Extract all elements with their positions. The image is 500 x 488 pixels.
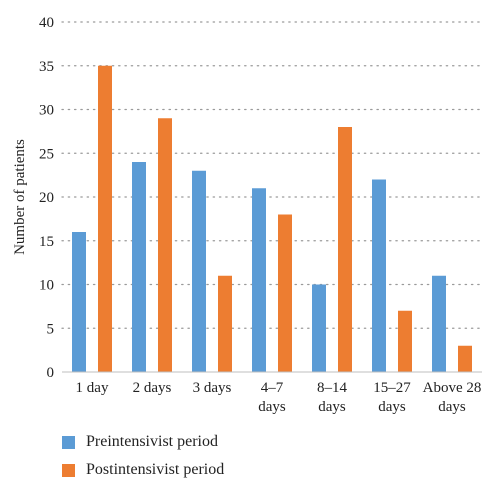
x-tick-label: Above 28 days — [423, 380, 482, 415]
bar-preintensivist-6 — [432, 275, 446, 372]
x-tick-label: 3 days — [193, 380, 232, 396]
legend-swatch-postintensivist — [62, 463, 75, 477]
bar-postintensivist-2 — [218, 275, 232, 372]
bar-preintensivist-2 — [192, 170, 206, 372]
x-tick-label: 2 days — [133, 380, 172, 396]
bar-postintensivist-3 — [278, 214, 292, 372]
x-tick-label: 1 day — [76, 380, 109, 396]
legend-item-preintensivist: Preintensivist period — [62, 428, 224, 456]
x-tick-label: 15–27 days — [373, 380, 411, 415]
bar-postintensivist-6 — [458, 345, 472, 372]
bar-preintensivist-4 — [312, 284, 326, 372]
bar-preintensivist-3 — [252, 188, 266, 372]
bar-postintensivist-0 — [98, 65, 112, 372]
y-tick-label: 40 — [39, 15, 54, 31]
bar-preintensivist-1 — [132, 162, 146, 372]
y-axis-label: Number of patients — [12, 139, 28, 255]
y-tick-label: 10 — [39, 278, 54, 294]
bar-postintensivist-1 — [158, 118, 172, 372]
legend-item-postintensivist: Postintensivist period — [62, 456, 224, 484]
bar-postintensivist-4 — [338, 127, 352, 372]
legend-swatch-preintensivist — [62, 435, 75, 449]
x-axis-ticks: 1 day 2 days 3 days 4–7 days 8–14 days 15–27 day… — [76, 380, 482, 415]
bars — [72, 65, 472, 372]
y-tick-label: 15 — [39, 234, 54, 250]
y-tick-label: 25 — [39, 146, 54, 162]
bar-preintensivist-5 — [372, 179, 386, 372]
gridlines — [61, 21, 483, 329]
x-tick-label: 8–14 days — [317, 380, 348, 415]
bar-chart: 0 5 10 15 20 25 30 35 40 1 day 2 days 3 days 4–7 day… — [12, 15, 483, 415]
legend-label-preintensivist: Preintensivist period — [86, 433, 218, 450]
y-tick-label: 35 — [39, 59, 54, 75]
y-tick-label: 20 — [39, 190, 54, 206]
y-tick-label: 5 — [47, 321, 55, 337]
bar-postintensivist-5 — [398, 310, 412, 372]
y-tick-label: 30 — [39, 103, 54, 119]
bar-preintensivist-0 — [72, 232, 86, 372]
legend: Preintensivist period Postintensivist pe… — [62, 428, 224, 484]
x-tick-label: 4–7 days — [258, 380, 286, 415]
y-axis-ticks: 0 5 10 15 20 25 30 35 40 — [39, 15, 54, 381]
legend-label-postintensivist: Postintensivist period — [86, 461, 225, 478]
y-tick-label: 0 — [47, 365, 55, 381]
